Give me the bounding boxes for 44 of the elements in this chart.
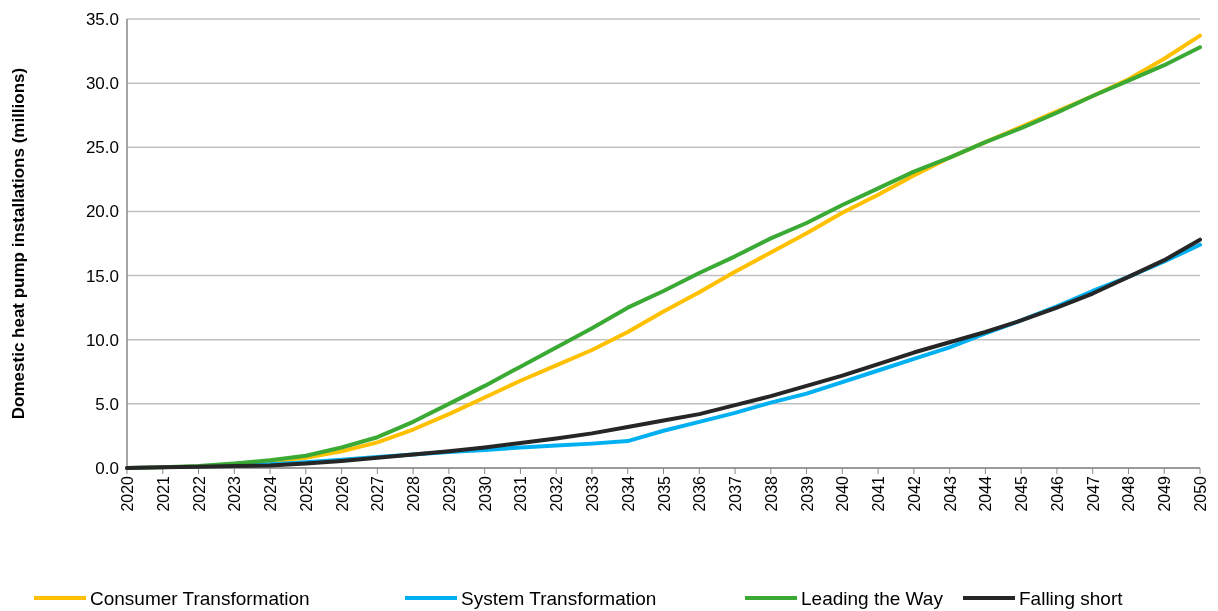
x-tick-label: 2037 — [727, 475, 745, 512]
x-tick-label: 2045 — [1013, 475, 1031, 512]
y-axis-title: Domestic heat pump installations (millions) — [9, 67, 28, 420]
y-tick-label: 20.0 — [85, 202, 119, 222]
x-tick-label: 2021 — [154, 475, 172, 512]
y-tick-label: 35.0 — [85, 9, 119, 29]
x-tick-label: 2038 — [762, 475, 780, 512]
x-tick-label: 2039 — [798, 475, 816, 512]
y-tick-label: 10.0 — [85, 330, 119, 350]
x-tick-label: 2034 — [619, 475, 637, 512]
x-tick-label: 2049 — [1156, 475, 1174, 512]
x-tick-label: 2046 — [1048, 475, 1066, 512]
y-tick-label: 25.0 — [85, 138, 119, 158]
legend-label: Falling short — [1019, 587, 1124, 609]
x-tick-label: 2043 — [941, 475, 959, 512]
x-tick-label: 2023 — [226, 475, 244, 512]
legend-label: Consumer Transformation — [90, 587, 310, 609]
x-tick-label: 2028 — [405, 475, 423, 512]
legend-label: Leading the Way — [801, 587, 944, 609]
x-tick-label: 2025 — [297, 475, 315, 512]
x-tick-label: 2036 — [691, 475, 709, 512]
y-tick-label: 15.0 — [85, 266, 119, 286]
x-tick-label: 2048 — [1120, 475, 1138, 512]
x-tick-label: 2047 — [1084, 475, 1102, 512]
x-tick-label: 2035 — [655, 475, 673, 512]
x-tick-label: 2050 — [1192, 475, 1209, 512]
y-tick-label: 0.0 — [95, 458, 119, 478]
x-tick-label: 2029 — [440, 475, 458, 512]
x-tick-label: 2041 — [870, 475, 888, 512]
x-tick-label: 2020 — [119, 475, 136, 512]
x-tick-label: 2030 — [476, 475, 494, 512]
x-tick-label: 2032 — [548, 475, 566, 512]
x-tick-label: 2027 — [369, 475, 387, 512]
legend-label: System Transformation — [461, 587, 657, 609]
x-tick-label: 2024 — [262, 475, 280, 512]
x-tick-label: 2031 — [512, 475, 530, 512]
x-tick-label: 2044 — [977, 475, 995, 512]
x-tick-label: 2022 — [190, 475, 208, 512]
x-tick-label: 2040 — [834, 475, 852, 512]
x-tick-label: 2042 — [905, 475, 923, 512]
x-tick-label: 2033 — [583, 475, 601, 512]
y-tick-label: 30.0 — [85, 74, 119, 94]
y-tick-label: 5.0 — [95, 394, 119, 414]
x-tick-label: 2026 — [333, 475, 351, 512]
